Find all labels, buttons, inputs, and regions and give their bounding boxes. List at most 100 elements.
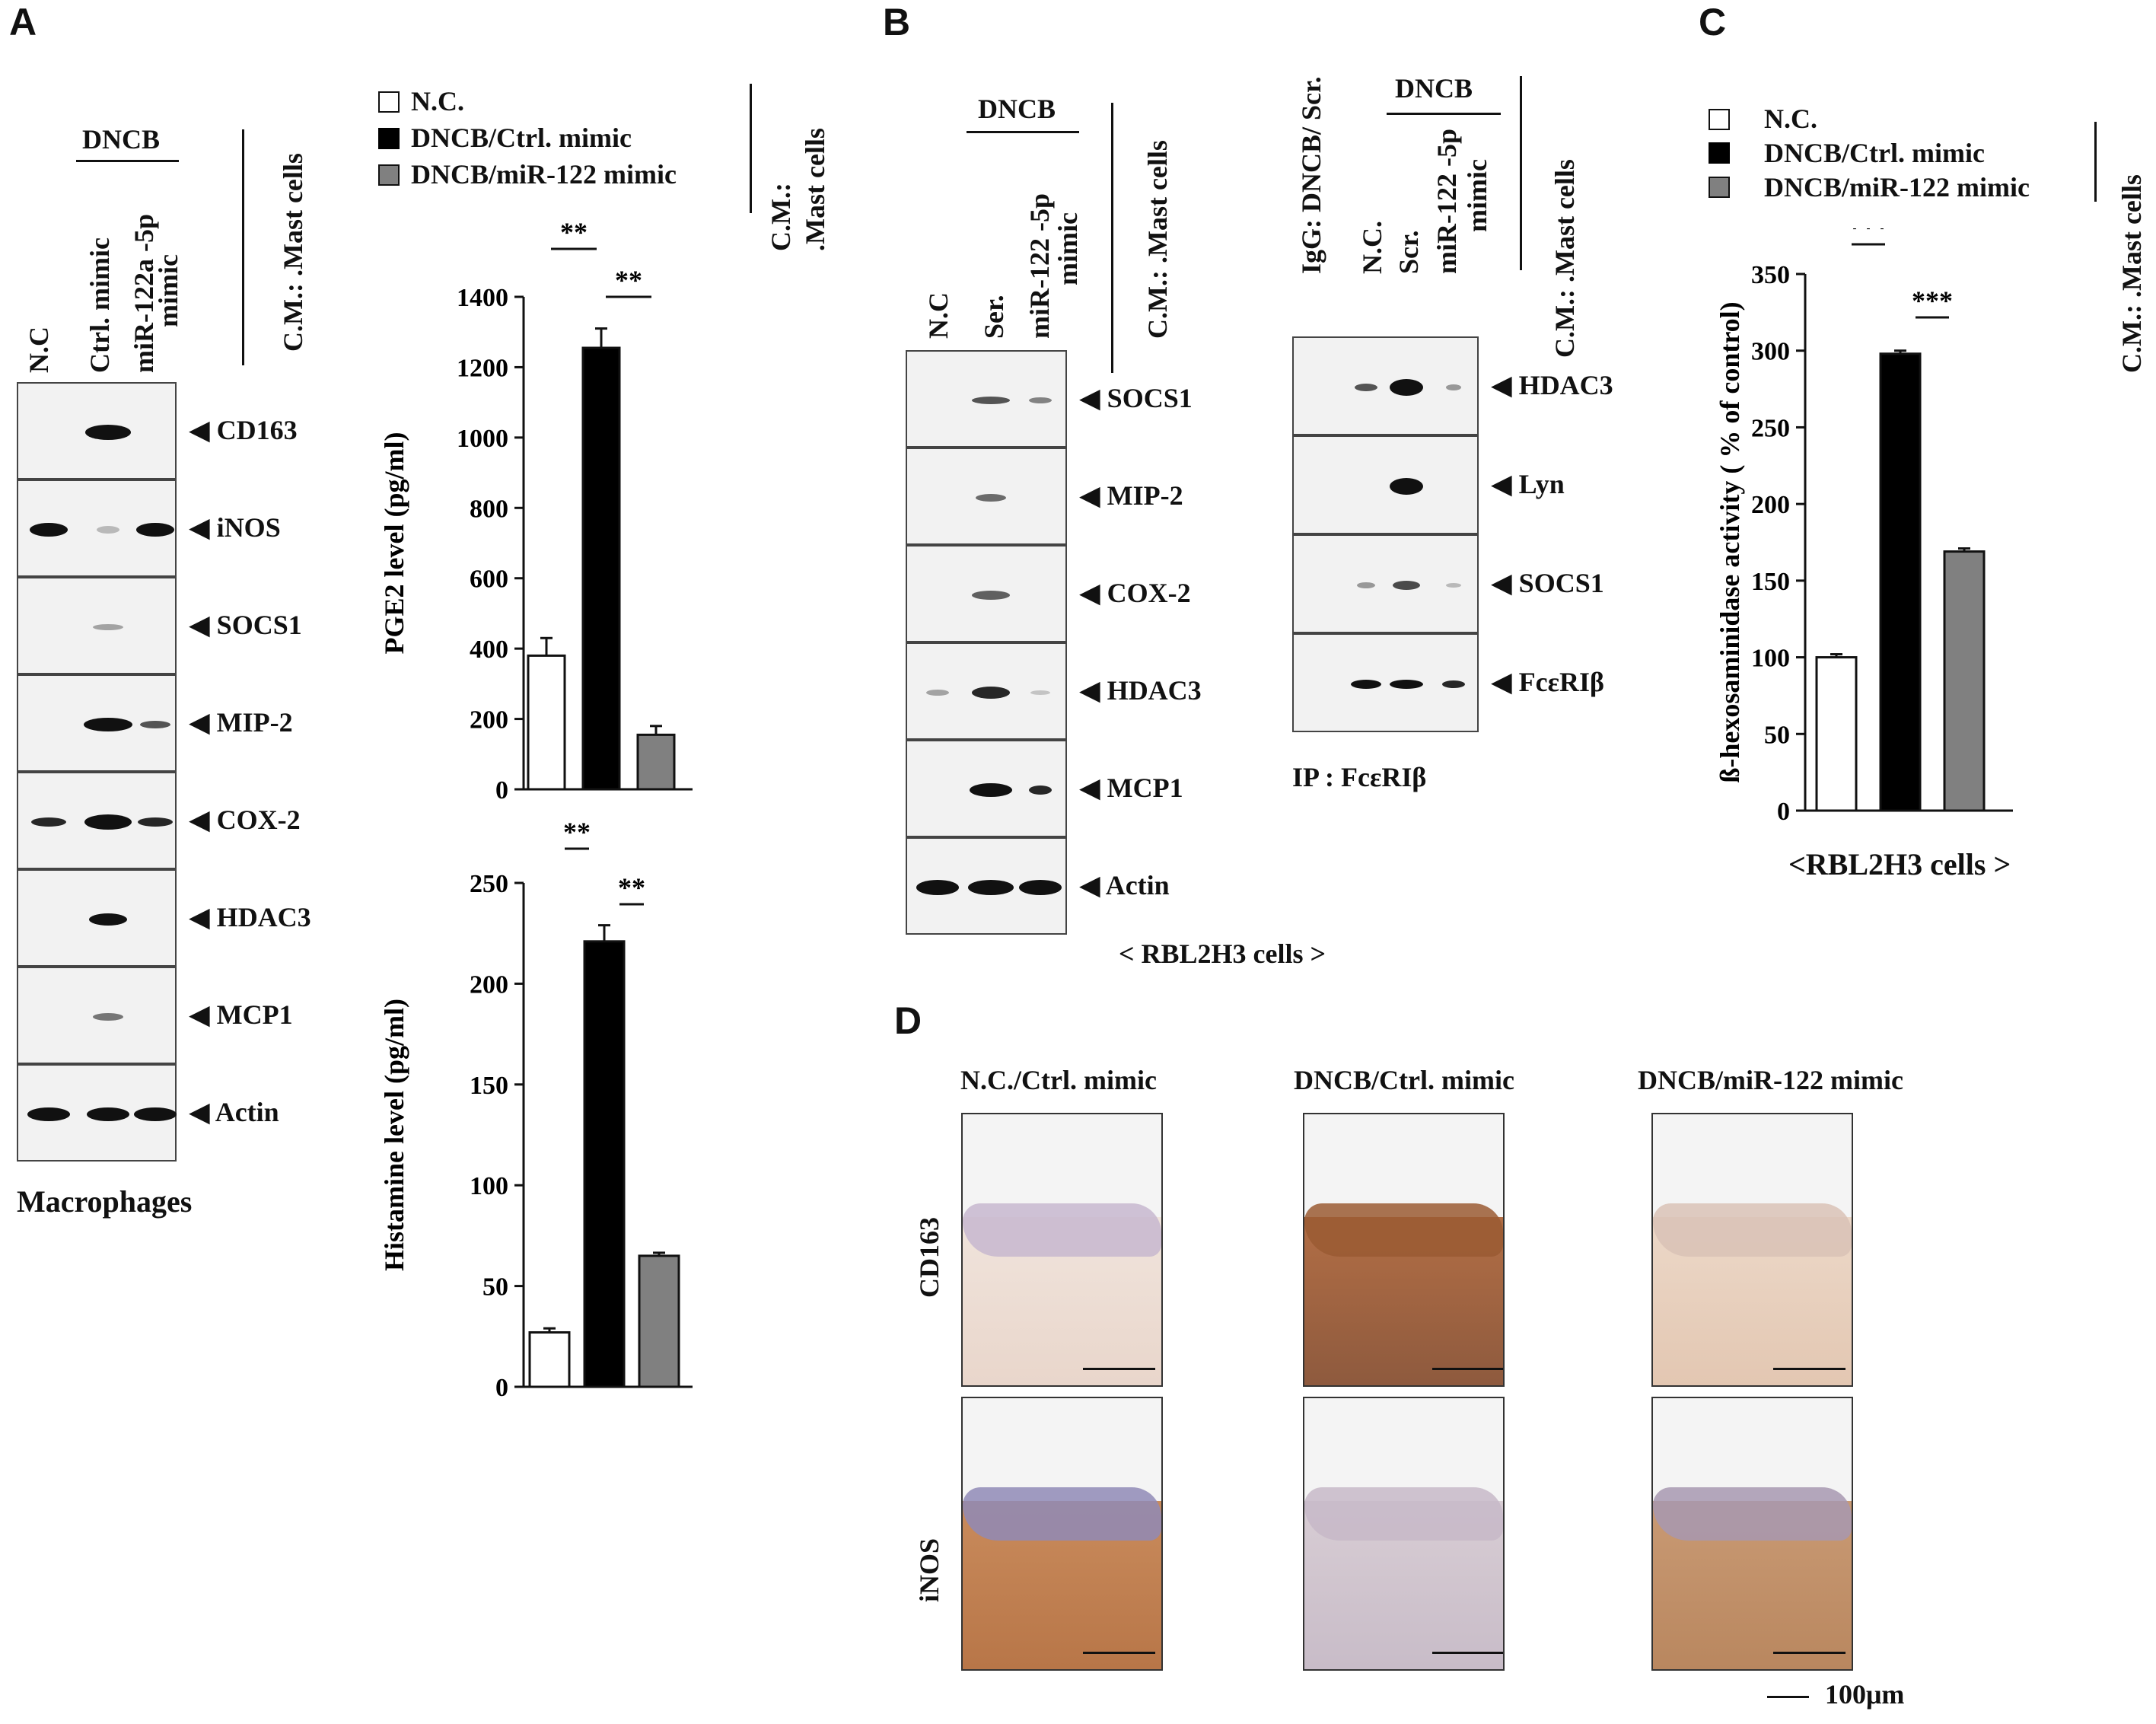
footer-b: < RBL2H3 cells > — [1119, 938, 1326, 969]
band — [972, 591, 1010, 600]
y-tick-label: 400 — [470, 636, 508, 664]
y-tick-label: 350 — [1751, 261, 1790, 289]
scale-bar — [1432, 1368, 1503, 1370]
dncb-line-b-right — [1387, 113, 1501, 115]
protein-label: ◀ MCP1 — [1079, 773, 1183, 803]
bar — [528, 1331, 571, 1388]
histology-image — [1651, 1397, 1853, 1671]
y-tick-label: 150 — [470, 1072, 508, 1100]
panel-letter-d: D — [894, 999, 922, 1042]
legend-swatch-ctrl — [378, 128, 400, 149]
y-tick-label: 0 — [1777, 798, 1790, 826]
blot-row — [1292, 435, 1479, 534]
bar — [583, 940, 626, 1388]
scale-bar — [1432, 1652, 1503, 1654]
legend-side-line-a — [750, 84, 752, 213]
blot-row — [17, 480, 177, 577]
significance-label: ** — [563, 817, 591, 847]
protein-label: ◀ COX-2 — [189, 805, 301, 835]
lane-label-mir-b: miR-122 -5p — [1024, 193, 1055, 339]
blot-row — [17, 674, 177, 772]
band — [1446, 384, 1461, 390]
band — [97, 526, 119, 534]
band — [27, 1107, 70, 1121]
blot-row — [906, 740, 1067, 837]
protein-label: ◀ SOCS1 — [1079, 383, 1193, 413]
side-label-b: C.M.: .Mast cells — [1142, 140, 1173, 339]
blot-row — [17, 967, 177, 1064]
protein-label: ◀ HDAC3 — [1491, 370, 1613, 400]
legend-side-label-a2: .Mast cells — [800, 128, 830, 251]
significance-label: *** — [1912, 285, 1953, 316]
protein-label: ◀ Actin — [189, 1097, 279, 1127]
blot-row — [17, 1064, 177, 1162]
bar — [1943, 550, 1986, 812]
side-label-c: C.M.: .Mast cells — [2116, 174, 2147, 373]
band — [1030, 690, 1050, 695]
dncb-line-a — [76, 160, 179, 162]
band — [93, 1013, 123, 1021]
dncb-line-b — [967, 131, 1079, 133]
lane-label-ser-b: Ser. — [979, 295, 1009, 339]
lane-label-nc-b: N.C — [923, 292, 954, 339]
band — [1351, 680, 1381, 689]
lane-label-mimic-a: mimic — [153, 254, 183, 327]
significance-label: *** — [1848, 228, 1889, 243]
blot-row — [17, 869, 177, 967]
y-tick-label: 200 — [470, 706, 508, 735]
protein-label: ◀ HDAC3 — [189, 902, 311, 932]
side-line-a — [242, 129, 244, 365]
legend-c-swatch-mir — [1709, 177, 1730, 198]
band — [926, 690, 949, 696]
panel-letter-c: C — [1699, 1, 1727, 43]
y-tick-label: 50 — [1764, 721, 1790, 749]
y-tick-label: 150 — [1751, 568, 1790, 596]
lane-label-mimic-b-right: mimic — [1462, 159, 1492, 232]
band — [31, 817, 66, 827]
protein-label: ◀ iNOS — [189, 512, 281, 543]
band — [87, 1107, 129, 1121]
side-line-c — [2094, 122, 2097, 202]
blot-row — [1292, 336, 1479, 435]
bar — [636, 733, 676, 791]
histology-image — [1651, 1113, 1853, 1387]
band — [30, 523, 68, 537]
protein-label: ◀ MCP1 — [189, 999, 293, 1030]
lane-label-igg-b: IgG: DNCB/ Scr. — [1296, 76, 1326, 274]
y-tick-label: 200 — [470, 970, 508, 999]
scale-bar — [1083, 1652, 1155, 1654]
epidermis — [1304, 1487, 1503, 1541]
y-tick-label: 600 — [470, 566, 508, 594]
side-line-b-right — [1520, 76, 1522, 270]
legend-c-label-mir: DNCB/miR-122 mimic — [1764, 172, 2030, 202]
chart-pge2: 0 200 400 600 800 1000 1200 1400 PGE2 level (pg/… — [379, 217, 693, 805]
protein-label: ◀ COX-2 — [1079, 578, 1191, 608]
band — [916, 880, 959, 895]
epidermis — [963, 1487, 1161, 1541]
legend-c-swatch-nc — [1709, 109, 1730, 130]
legend-side-label-a1: C.M.: — [766, 183, 796, 251]
protein-label: ◀ Actin — [1079, 870, 1170, 900]
y-tick-label: 100 — [470, 1172, 508, 1200]
blot-row — [17, 382, 177, 480]
band — [1446, 583, 1461, 588]
blot-row — [1292, 633, 1479, 732]
row-label-inos: iNOS — [914, 1538, 944, 1602]
significance-label: ** — [615, 265, 642, 295]
band — [1019, 880, 1062, 895]
dncb-label-a: DNCB — [82, 124, 161, 155]
col-label-nc: N.C./Ctrl. mimic — [960, 1065, 1157, 1095]
lane-label-scr-b-right: Scr. — [1393, 230, 1424, 274]
y-tick-label: 0 — [495, 1374, 508, 1402]
band — [93, 624, 123, 630]
y-tick-label: 50 — [482, 1273, 508, 1302]
bar — [1879, 352, 1922, 812]
protein-label: ◀ SOCS1 — [1491, 568, 1604, 598]
band — [84, 814, 132, 830]
legend-label-mir: DNCB/miR-122 mimic — [411, 159, 677, 190]
col-label-ctrl: DNCB/Ctrl. mimic — [1294, 1065, 1514, 1095]
histology-image — [1303, 1397, 1505, 1671]
significance-label: ** — [560, 217, 588, 247]
ip-label-b: IP : FcεRIβ — [1292, 762, 1427, 792]
